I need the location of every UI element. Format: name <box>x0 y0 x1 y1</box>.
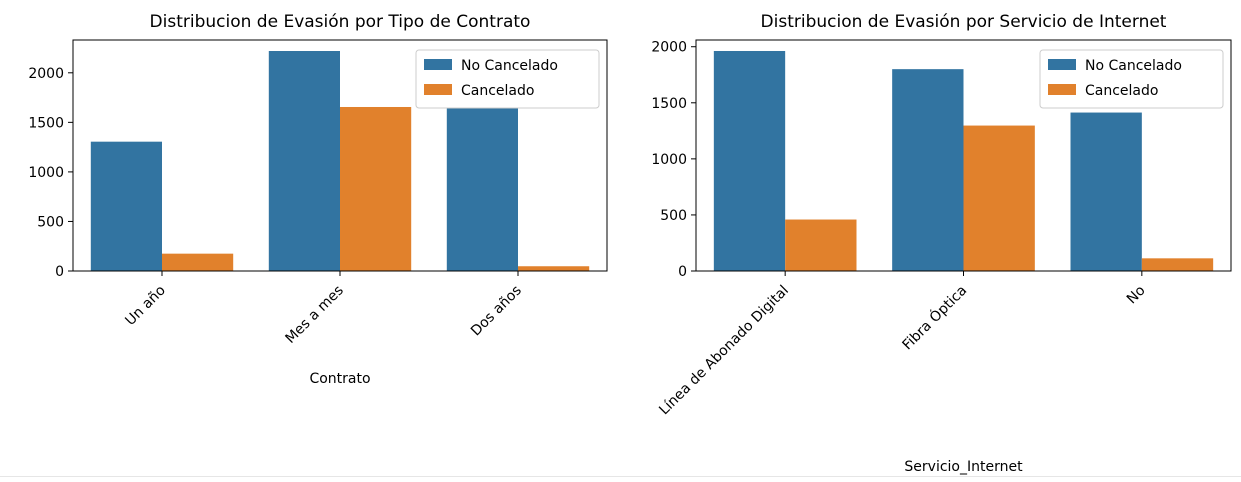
legend: No Cancelado Cancelado <box>1039 49 1224 109</box>
legend-box <box>1039 49 1224 109</box>
chart-panel-2: Distribucion de Evasión por Servicio de … <box>651 12 1232 475</box>
legend-label-1: No Cancelado <box>1085 58 1182 74</box>
bar-no-cancelado-3 <box>1070 112 1142 271</box>
y-tick-label: 500 <box>37 214 64 230</box>
x-tick-label: Línea de Abonado Digital <box>656 283 792 419</box>
bar-cancelado-2 <box>963 125 1035 271</box>
legend: No Cancelado Cancelado <box>415 49 600 109</box>
legend-swatch-1 <box>1048 59 1076 70</box>
bar-no-cancelado-2 <box>268 51 340 271</box>
chart-title: Distribucion de Evasión por Servicio de … <box>761 12 1167 32</box>
legend-box <box>415 49 600 109</box>
y-tick-label: 1000 <box>28 165 64 181</box>
bar-cancelado-1 <box>162 253 234 271</box>
y-tick-label: 0 <box>678 264 687 280</box>
chart-panel-1: Distribucion de Evasión por Tipo de Cont… <box>28 12 608 387</box>
legend-swatch-1 <box>424 59 452 70</box>
bar-no-cancelado-3 <box>446 107 518 271</box>
legend-label-2: Cancelado <box>1085 83 1158 99</box>
bottom-divider <box>0 476 1241 477</box>
bar-cancelado-3 <box>518 266 590 271</box>
bar-no-cancelado-2 <box>892 69 964 272</box>
x-tick-label: No <box>1124 283 1149 308</box>
y-tick-label: 2000 <box>28 66 64 82</box>
bar-no-cancelado-1 <box>713 50 786 271</box>
y-tick-label: 1000 <box>651 152 687 168</box>
y-tick-label: 0 <box>55 264 64 280</box>
legend-label-1: No Cancelado <box>461 58 558 74</box>
x-tick-label: Mes a mes <box>282 283 346 347</box>
legend-swatch-2 <box>1048 84 1076 95</box>
y-tick-label: 500 <box>660 208 687 224</box>
y-tick-label: 1500 <box>651 96 687 112</box>
chart-title: Distribucion de Evasión por Tipo de Cont… <box>150 12 531 32</box>
y-tick-label: 2000 <box>651 40 687 56</box>
x-axis-label: Contrato <box>309 371 370 387</box>
legend-swatch-2 <box>424 84 452 95</box>
bar-cancelado-1 <box>785 219 857 271</box>
legend-label-2: Cancelado <box>461 83 534 99</box>
bar-cancelado-3 <box>1141 258 1214 271</box>
x-axis-label: Servicio_Internet <box>904 459 1023 475</box>
x-tick-label: Dos años <box>468 283 525 340</box>
bar-no-cancelado-1 <box>90 141 162 271</box>
bar-cancelado-2 <box>340 106 412 271</box>
x-tick-label: Fibra Óptica <box>898 281 970 353</box>
x-tick-label: Un año <box>122 283 168 329</box>
y-tick-label: 1500 <box>28 115 64 131</box>
